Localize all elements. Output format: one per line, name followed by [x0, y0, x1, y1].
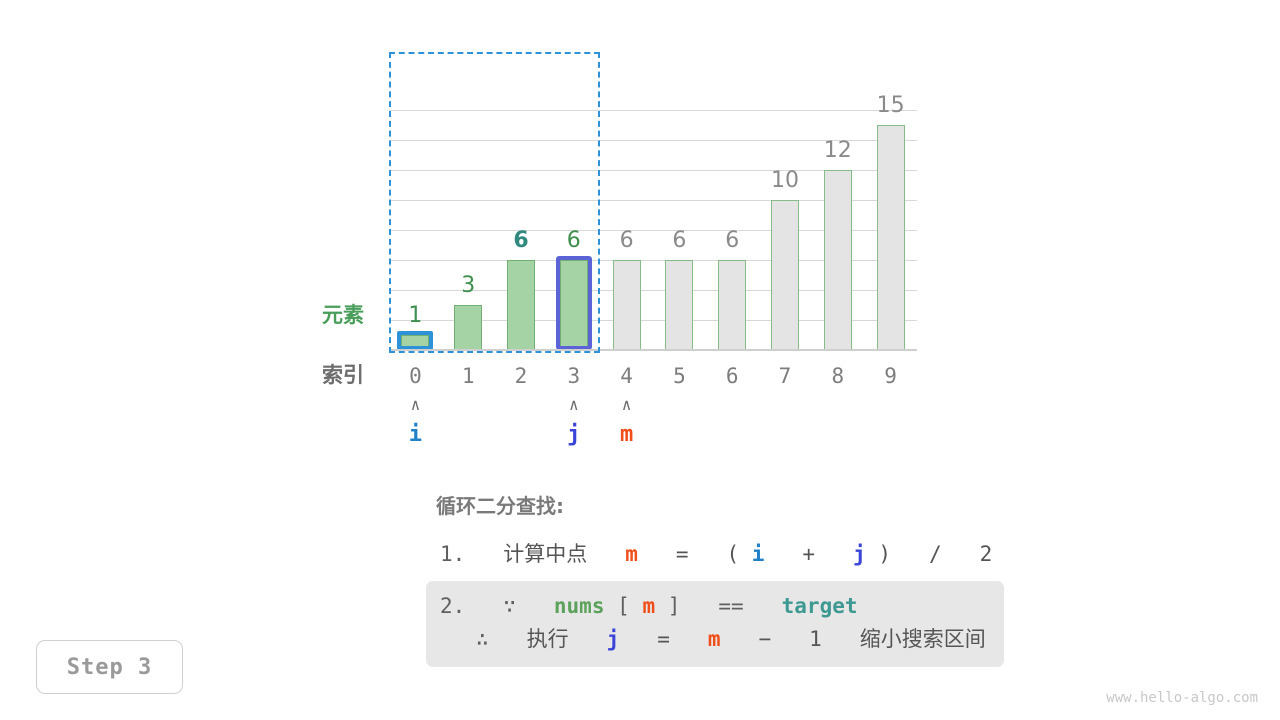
bar-5 [665, 260, 694, 350]
bar-value-label-2: 6 [513, 228, 529, 253]
index-label-3: 3 [567, 364, 581, 388]
bar-value-label-0: 1 [408, 303, 423, 328]
chart-plot-area: 1 3 6 6 6 6 6 10 12 15 [389, 95, 917, 350]
step1-two: 2 [979, 542, 993, 566]
bar-1 [454, 305, 483, 350]
step2-var-j: j [606, 627, 620, 651]
description-step-1: 1. 计算中点 m = ( i + j ) / 2 [440, 542, 992, 566]
step2-eqeq: == [718, 594, 744, 618]
step1-text: 计算中点 [503, 542, 588, 566]
index-label-0: 0 [409, 364, 422, 388]
gridline [389, 290, 917, 291]
gridline [389, 170, 917, 171]
step2-equals: = [657, 627, 670, 651]
gridline [389, 230, 917, 231]
step2-because-symbol: ∵ [503, 594, 516, 618]
step2-therefore-symbol: ∴ [476, 627, 489, 651]
step1-paren-close: ) [878, 542, 892, 566]
step2-action-line: ∴ 执行 j = m − 1 缩小搜索区间 [440, 629, 986, 650]
bar-value-label-1: 3 [461, 273, 476, 298]
index-label-2: 2 [514, 364, 528, 388]
step-badge: Step 3 [36, 640, 183, 694]
element-row-caption: 元素 [322, 303, 364, 327]
index-label-8: 8 [831, 364, 845, 388]
bar-3 [559, 260, 588, 350]
gridline [389, 260, 917, 261]
step1-equals: = [675, 542, 689, 566]
step2-var-m: m [642, 594, 656, 618]
index-label-6: 6 [725, 364, 739, 388]
description-panel: 循环二分查找: 1. 计算中点 m = ( i + j ) / 2 2. [426, 494, 1004, 667]
step2-nums: nums [553, 594, 605, 618]
gridline [389, 320, 917, 321]
step1-var-j: j [853, 542, 866, 566]
bar-value-label-3: 6 [566, 228, 581, 253]
description-step-2: 2. ∵ nums [ m ] == target ∴ 执行 j [426, 581, 1004, 667]
pointer-label-m: m [619, 422, 634, 447]
pointer-caret-j: ∧ [568, 395, 579, 414]
bar-4 [612, 260, 641, 350]
index-label-9: 9 [884, 364, 897, 388]
gridline [389, 140, 917, 141]
step2-target: target [781, 594, 858, 618]
bar-value-label-9: 15 [876, 93, 905, 118]
step2-number: 2. [440, 594, 466, 618]
index-label-5: 5 [673, 364, 686, 388]
highlight-ring-i [397, 331, 434, 350]
index-label-7: 7 [778, 364, 792, 388]
bar-9 [876, 125, 905, 350]
index-label-1: 1 [461, 364, 475, 388]
step1-var-i: i [751, 542, 765, 566]
step2-var-m2: m [707, 627, 721, 651]
bar-value-label-6: 6 [725, 228, 740, 253]
step1-var-m: m [625, 542, 638, 566]
step1-divide: / [928, 542, 942, 566]
pointer-label-j: j [567, 422, 581, 447]
bar-7 [771, 200, 799, 350]
pointer-label-i: i [408, 422, 423, 447]
bar-value-label-7: 10 [770, 168, 799, 193]
step2-tail: 缩小搜索区间 [859, 627, 986, 651]
description-title: 循环二分查找: [436, 494, 564, 518]
chart-axis-baseline [389, 349, 917, 351]
bar-value-label-8: 12 [823, 138, 852, 163]
highlight-ring-j [555, 256, 592, 350]
pointer-caret-m: ∧ [621, 395, 632, 414]
search-range-box [389, 52, 601, 353]
pointer-caret-i: ∧ [410, 395, 421, 414]
index-label-4: 4 [620, 364, 633, 388]
gridline [389, 200, 917, 201]
step2-one: 1 [809, 627, 822, 651]
step2-condition-line: 2. ∵ nums [ m ] == target [440, 596, 986, 617]
index-row-caption: 索引 [322, 363, 364, 387]
bar-value-label-4: 6 [619, 228, 634, 253]
step1-number: 1. [440, 542, 466, 566]
bar-value-label-5: 6 [672, 228, 687, 253]
site-watermark: www.hello-algo.com [1106, 690, 1258, 706]
step1-paren-open: ( [726, 542, 740, 566]
step1-plus: + [802, 542, 816, 566]
step-badge-label: Step 3 [66, 654, 153, 680]
step2-bracket-open: [ [617, 594, 630, 618]
step2-bracket-close: ] [667, 594, 681, 618]
step2-exec: 执行 [526, 627, 569, 651]
gridline [389, 110, 917, 111]
step2-minus: − [758, 627, 772, 651]
bar-8 [823, 170, 852, 350]
bar-6 [718, 260, 747, 350]
